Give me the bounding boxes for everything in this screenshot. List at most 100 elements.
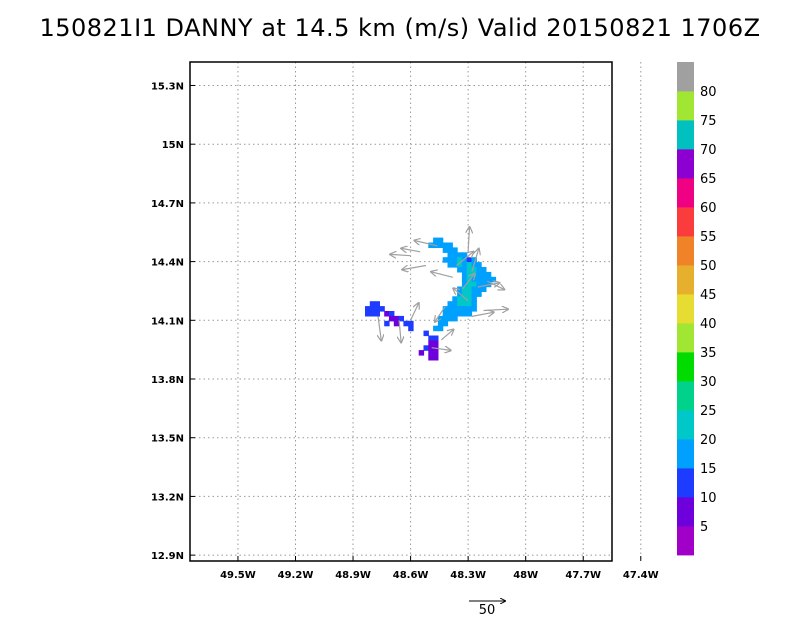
wind-vector-arrow xyxy=(415,241,438,247)
grid-lines xyxy=(190,62,642,561)
x-tick-label: 48.6W xyxy=(393,570,429,581)
wind-speed-cell xyxy=(374,306,380,312)
wind-speed-cell xyxy=(461,252,468,258)
wind-speed-cell xyxy=(365,306,371,312)
colorbar-segment xyxy=(677,149,694,179)
wind-speed-cell xyxy=(437,242,444,248)
wind-speed-cell xyxy=(365,311,371,317)
wind-speed-cell xyxy=(384,320,390,327)
reference-vector: 50 xyxy=(469,601,505,618)
wind-speed-cell xyxy=(466,271,473,278)
colorbar-segment xyxy=(677,497,694,527)
wind-speed-cell xyxy=(369,306,376,312)
colorbar: 5 10 15 20 25 30 35 40 45 50 55 60 65 70 75 80 xyxy=(677,62,717,556)
wind-speed-cell xyxy=(442,320,449,327)
wind-speed-cell xyxy=(442,247,449,253)
wind-speed-cell xyxy=(393,315,400,322)
wind-speed-cell xyxy=(389,311,395,317)
wind-speed-cell xyxy=(466,267,473,273)
wind-speed-cell xyxy=(471,267,477,273)
colorbar-label: 50 xyxy=(700,259,717,274)
colorbar-label: 20 xyxy=(700,433,717,448)
wind-speed-cell xyxy=(369,311,376,317)
wind-speed-cell xyxy=(428,242,434,248)
colorbar-label: 75 xyxy=(700,114,717,129)
wind-speed-cell xyxy=(379,306,385,312)
wind-vector-arrow xyxy=(402,264,427,270)
wind-speed-cell xyxy=(408,325,414,332)
wind-speed-cell xyxy=(369,301,376,307)
wind-speed-cell xyxy=(457,311,463,317)
wind-speed-cell xyxy=(466,262,473,268)
wind-speed-cell xyxy=(471,286,477,292)
wind-speed-cell xyxy=(466,281,473,288)
wind-speed-cell xyxy=(428,355,434,361)
wind-speed-cell xyxy=(452,301,458,307)
wind-speed-cell xyxy=(442,242,449,248)
wind-speed-cell xyxy=(428,350,434,356)
y-tick-label: 15.3N xyxy=(151,81,184,92)
colorbar-label: 70 xyxy=(700,143,717,158)
wind-speed-cell xyxy=(433,335,439,341)
wind-speed-cell xyxy=(447,257,453,263)
wind-speed-cell xyxy=(433,325,439,332)
colorbar-segment xyxy=(677,91,694,121)
colorbar-segment xyxy=(677,294,694,324)
wind-speed-cell xyxy=(466,257,473,263)
wind-speed-cell xyxy=(481,267,487,273)
wind-speed-cell xyxy=(433,340,439,346)
colorbar-label: 65 xyxy=(700,172,717,187)
wind-speed-cell xyxy=(418,350,425,356)
wind-speed-cell xyxy=(437,237,444,244)
wind-speed-cell xyxy=(447,311,453,317)
wind-speed-cell xyxy=(374,311,380,317)
wind-speed-cell xyxy=(433,355,439,361)
colorbar-segment xyxy=(677,178,694,208)
wind-speed-cell xyxy=(461,257,468,263)
wind-speed-cell xyxy=(437,320,444,327)
x-tick-label: 49.5W xyxy=(220,570,256,581)
wind-vector-arrow xyxy=(399,320,401,342)
wind-speed-cell xyxy=(481,281,487,288)
wind-vector-arrow xyxy=(453,288,469,302)
colorbar-segment xyxy=(677,352,694,382)
colorbar-segment xyxy=(677,468,694,498)
reference-vector-label: 50 xyxy=(479,603,496,618)
wind-speed-cell xyxy=(393,320,400,327)
wind-speed-cell xyxy=(457,257,463,263)
wind-speed-cell xyxy=(481,276,487,283)
wind-speed-cell xyxy=(442,306,449,312)
wind-speed-cell xyxy=(457,267,463,273)
wind-vector-arrow xyxy=(431,348,451,351)
wind-speed-cell xyxy=(485,271,492,278)
wind-speed-cell xyxy=(452,296,458,302)
wind-speed-cell xyxy=(466,291,473,297)
wind-speed-cell xyxy=(457,301,463,307)
wind-speed-cells xyxy=(365,237,497,361)
colorbar-segment xyxy=(677,410,694,440)
wind-speed-cell xyxy=(452,262,458,268)
colorbar-segment xyxy=(677,207,694,237)
colorbar-label: 25 xyxy=(700,404,717,419)
wind-vector-arrow xyxy=(431,272,453,278)
wind-speed-cell xyxy=(461,286,468,292)
colorbar-label: 10 xyxy=(700,491,717,506)
wind-speed-cell xyxy=(452,252,458,258)
wind-vector-arrow xyxy=(487,280,504,289)
wind-speed-cell xyxy=(447,315,453,322)
wind-speed-cell xyxy=(461,262,468,268)
wind-speed-cell xyxy=(447,301,453,307)
y-tick-label: 12.9N xyxy=(151,551,184,562)
wind-speed-cell xyxy=(476,262,482,268)
wind-speed-cell xyxy=(471,301,477,307)
colorbar-segment xyxy=(677,323,694,353)
wind-speed-cell xyxy=(452,247,458,253)
wind-speed-cell xyxy=(476,291,482,297)
colorbar-segment xyxy=(677,526,694,556)
wind-speed-cell xyxy=(476,276,482,283)
wind-speed-cell xyxy=(457,306,463,312)
wind-speed-cell xyxy=(428,340,434,346)
colorbar-label: 80 xyxy=(700,85,717,100)
wind-speed-cell xyxy=(481,271,487,278)
wind-vector-arrow xyxy=(440,330,453,341)
